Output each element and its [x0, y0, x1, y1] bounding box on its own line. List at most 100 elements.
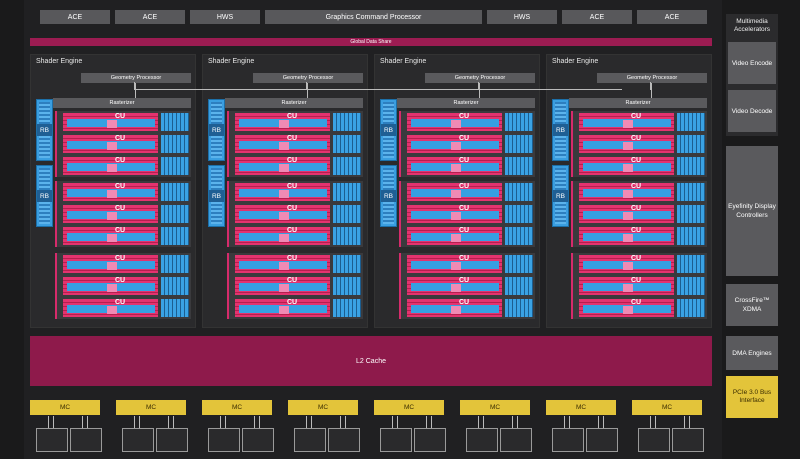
cu-cache: [161, 183, 189, 201]
geometry-processor: Geometry Processor: [81, 73, 191, 83]
compute-unit-label: CU: [115, 277, 126, 284]
cu-group-3: CU CU CU: [227, 253, 363, 319]
compute-unit: CU: [235, 277, 362, 295]
eyefinity-label: Eyefinity Display Controllers: [728, 203, 776, 219]
compute-unit: CU: [579, 183, 706, 201]
dma-label: DMA Engines: [732, 349, 772, 357]
memory-chip: [380, 428, 412, 452]
render-backend-label: RB: [553, 190, 568, 202]
compute-unit: CU: [63, 157, 190, 175]
geometry-processor-label: Geometry Processor: [454, 75, 506, 81]
memory-link-line: [254, 416, 255, 428]
shader-engine-4: Shader Engine Geometry Processor Rasterize…: [546, 54, 712, 328]
geometry-to-rasterizer-line: [479, 83, 480, 98]
render-backend-2: RB: [208, 165, 225, 227]
cu-scalar-unit: [451, 190, 461, 198]
geometry-bus-drop: [134, 82, 135, 90]
render-backend-label: RB: [381, 190, 396, 202]
rasterizer-label: Rasterizer: [281, 100, 307, 106]
cu-group-1: CU CU CU: [399, 111, 535, 177]
compute-unit: CU: [407, 205, 534, 223]
cu-group-2: CU CU CU: [571, 181, 707, 247]
memory-controller-label: MC: [145, 404, 157, 411]
compute-unit-label: CU: [631, 227, 642, 234]
cu-cache: [505, 113, 533, 131]
cu-scalar-unit: [623, 190, 633, 198]
cu-cache: [505, 135, 533, 153]
cu-cache: [677, 277, 705, 295]
cu-scalar-unit: [107, 164, 117, 172]
memory-controller-7: MC: [546, 400, 616, 415]
compute-unit: CU: [235, 205, 362, 223]
cu-cache: [677, 113, 705, 131]
cu-cache: [161, 135, 189, 153]
compute-unit-label: CU: [115, 255, 126, 262]
compute-unit-label: CU: [115, 299, 126, 306]
compute-unit-label: CU: [287, 277, 298, 284]
cu-scalar-unit: [279, 142, 289, 150]
global-data-share: Global Data Share: [30, 38, 712, 46]
cu-scalar-unit: [451, 284, 461, 292]
compute-unit-label: CU: [287, 113, 298, 120]
cu-cache: [677, 157, 705, 175]
pcie-bus-interface-box: PCIe 3.0 Bus Interface: [726, 376, 778, 418]
memory-controller-4: MC: [288, 400, 358, 415]
memory-link-line: [53, 416, 54, 428]
render-backend-1: RB: [36, 99, 53, 161]
memory-link-line: [225, 416, 226, 428]
shader-engine-title: Shader Engine: [208, 58, 255, 65]
memory-chip: [242, 428, 274, 452]
cu-cache: [677, 227, 705, 245]
rasterizer: Rasterizer: [225, 98, 363, 108]
compute-unit-label: CU: [287, 255, 298, 262]
cu-scalar-unit: [107, 142, 117, 150]
cu-cache: [333, 135, 361, 153]
memory-controller-8: MC: [632, 400, 702, 415]
cu-cache: [505, 227, 533, 245]
render-backend-1: RB: [552, 99, 569, 161]
memory-link-line: [431, 416, 432, 428]
cu-cache: [161, 299, 189, 317]
cu-group-1: CU CU CU: [55, 111, 191, 177]
compute-unit: CU: [63, 255, 190, 273]
dma-engines-box: DMA Engines: [726, 336, 778, 370]
cu-cache: [505, 157, 533, 175]
compute-unit: CU: [235, 183, 362, 201]
memory-link-line: [48, 416, 49, 428]
memory-link-line: [564, 416, 565, 428]
cu-cache: [161, 255, 189, 273]
compute-unit-label: CU: [287, 157, 298, 164]
cu-scalar-unit: [279, 306, 289, 314]
cu-group-2: CU CU CU: [227, 181, 363, 247]
cu-scalar-unit: [279, 164, 289, 172]
cu-scalar-unit: [279, 120, 289, 128]
render-backend-label: RB: [209, 190, 224, 202]
geometry-processor: Geometry Processor: [253, 73, 363, 83]
rasterizer-label: Rasterizer: [109, 100, 135, 106]
memory-chip: [36, 428, 68, 452]
compute-unit-label: CU: [459, 157, 470, 164]
geometry-to-rasterizer-line: [307, 83, 308, 98]
l2-cache: L2 Cache: [30, 336, 712, 386]
compute-unit-label: CU: [115, 205, 126, 212]
cu-scalar-unit: [623, 120, 633, 128]
compute-unit-label: CU: [287, 299, 298, 306]
memory-link-line: [689, 416, 690, 428]
compute-unit: CU: [63, 113, 190, 131]
cu-group-3: CU CU CU: [55, 253, 191, 319]
compute-unit-label: CU: [459, 135, 470, 142]
cu-group-2: CU CU CU: [55, 181, 191, 247]
crossfire-xdma-box: CrossFire™ XDMA: [726, 284, 778, 326]
cu-scalar-unit: [623, 306, 633, 314]
cu-scalar-unit: [451, 142, 461, 150]
memory-chip: [122, 428, 154, 452]
compute-unit: CU: [579, 277, 706, 295]
render-backend-2: RB: [552, 165, 569, 227]
cu-group-3: CU CU CU: [571, 253, 707, 319]
compute-unit: CU: [63, 277, 190, 295]
rasterizer: Rasterizer: [569, 98, 707, 108]
memory-link-line: [259, 416, 260, 428]
compute-unit-label: CU: [631, 205, 642, 212]
geometry-processor-label: Geometry Processor: [110, 75, 162, 81]
cu-scalar-unit: [107, 120, 117, 128]
